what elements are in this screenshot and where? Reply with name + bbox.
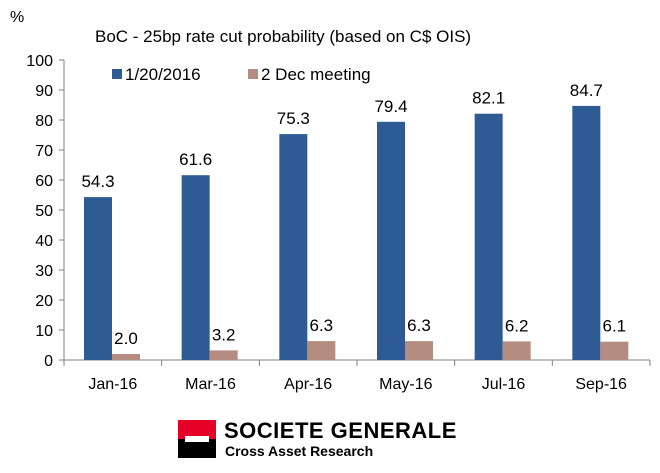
- bar-series-2: [209, 350, 238, 360]
- data-label: 6.2: [505, 316, 529, 335]
- bar-series-1: [474, 113, 503, 360]
- data-label: 82.1: [472, 89, 505, 108]
- bar-series-2: [307, 341, 336, 360]
- y-tick-label: 70: [35, 143, 53, 160]
- y-axis: 0 10 20 30 40 50 60 70 80 90 100: [26, 53, 65, 370]
- data-label: 75.3: [277, 109, 310, 128]
- chart-title: BoC - 25bp rate cut probability (based o…: [95, 27, 471, 46]
- y-tick-label: 0: [44, 353, 53, 370]
- bar-series-2: [112, 354, 140, 360]
- bar-series-1: [84, 197, 112, 360]
- x-tick-label: Mar-16: [185, 376, 236, 393]
- bar-series-1: [279, 134, 308, 360]
- data-label: 6.3: [407, 316, 431, 335]
- x-tick-label: Apr-16: [284, 376, 332, 393]
- data-label: 84.7: [570, 81, 603, 100]
- y-tick-label: 30: [35, 263, 53, 280]
- data-label: 3.2: [212, 325, 236, 344]
- y-tick-label: 100: [26, 53, 53, 70]
- legend-swatch: [248, 69, 258, 79]
- bar-series-1: [572, 105, 601, 361]
- x-tick-label: Jul-16: [482, 376, 526, 393]
- bar-series-2: [600, 341, 629, 360]
- legend-label: 2 Dec meeting: [261, 65, 371, 84]
- societe-generale-mark-icon: [178, 420, 216, 458]
- y-unit-label: %: [10, 9, 24, 26]
- y-tick-label: 50: [35, 203, 53, 220]
- x-tick-label: Sep-16: [575, 376, 627, 393]
- data-label: 2.0: [114, 329, 138, 348]
- y-tick-label: 10: [35, 323, 53, 340]
- legend-label: 1/20/2016: [125, 65, 201, 84]
- y-tick-label: 90: [35, 83, 53, 100]
- logo-subtitle: Cross Asset Research: [225, 443, 374, 459]
- legend: 1/20/2016 2 Dec meeting: [112, 65, 371, 84]
- bar-series-2: [502, 341, 531, 360]
- societe-generale-logo: SOCIETE GENERALE Cross Asset Research: [178, 418, 478, 466]
- bars: 54.3 61.6 75.3 79.4 82.1 84.7 2.0 3.2 6.3 6.3 6.2 6…: [81, 81, 629, 361]
- data-label: 54.3: [81, 172, 114, 191]
- bar-series-1: [181, 175, 210, 360]
- data-label: 79.4: [374, 97, 407, 116]
- data-label: 6.1: [603, 317, 627, 336]
- data-label: 61.6: [179, 150, 212, 169]
- x-tick-label: May-16: [379, 376, 432, 393]
- logo-name: SOCIETE GENERALE: [224, 418, 457, 443]
- y-tick-label: 60: [35, 173, 53, 190]
- data-label: 6.3: [310, 316, 334, 335]
- y-tick-label: 40: [35, 233, 53, 250]
- x-axis: Jan-16 Mar-16 Apr-16 May-16 Jul-16 Sep-16: [63, 359, 651, 393]
- bar-series-1: [377, 121, 405, 360]
- y-tick-label: 20: [35, 293, 53, 310]
- x-tick-label: Jan-16: [88, 376, 137, 393]
- legend-swatch: [112, 69, 122, 79]
- y-tick-label: 80: [35, 113, 53, 130]
- bar-series-2: [405, 341, 433, 360]
